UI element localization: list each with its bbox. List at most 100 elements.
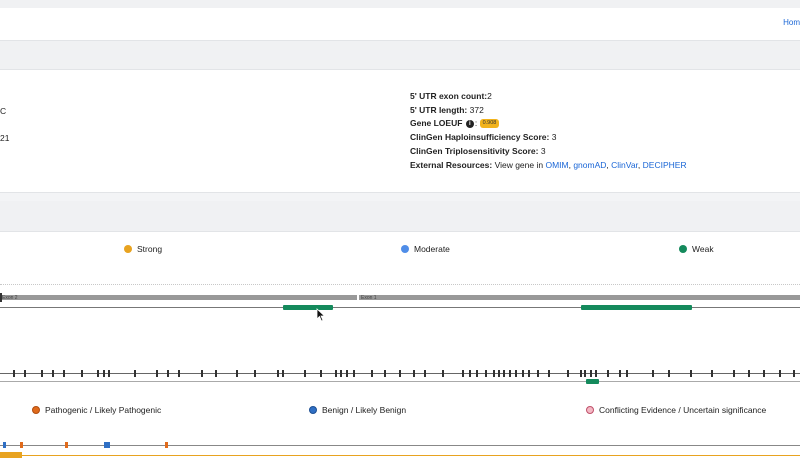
legend-pathogenic-label: Pathogenic / Likely Pathogenic <box>45 405 162 415</box>
variant-tick[interactable] <box>63 370 65 377</box>
variant-tick[interactable] <box>304 370 306 377</box>
variant-tick[interactable] <box>178 370 180 377</box>
legend-conflicting: Conflicting Evidence / Uncertain signifi… <box>586 405 766 415</box>
variant-tick[interactable] <box>584 370 586 377</box>
exon-start-marker <box>0 293 2 302</box>
external-resources-text: View gene in <box>492 160 546 170</box>
variant-tick[interactable] <box>567 370 569 377</box>
variant-tick[interactable] <box>340 370 342 377</box>
gene-info-left-fragment-1: C <box>0 106 7 116</box>
variant-tick[interactable] <box>590 370 592 377</box>
clinvar-link[interactable]: ClinVar <box>611 160 638 170</box>
home-link[interactable]: Hom <box>783 18 800 27</box>
variant-tick[interactable] <box>668 370 670 377</box>
variant-tick[interactable] <box>793 370 795 377</box>
strong-evidence-segment[interactable] <box>0 452 22 458</box>
weak-evidence-region[interactable] <box>581 305 692 310</box>
variant-tick[interactable] <box>652 370 654 377</box>
decipher-link[interactable]: DECIPHER <box>642 160 687 170</box>
variant-tick[interactable] <box>548 370 550 377</box>
exon-1-bar[interactable] <box>359 295 800 300</box>
variant-tick[interactable] <box>97 370 99 377</box>
variant-tick[interactable] <box>580 370 582 377</box>
variant-tick[interactable] <box>156 370 158 377</box>
variant-tick[interactable] <box>469 370 471 377</box>
variant-tick[interactable] <box>485 370 487 377</box>
exon-2-bar[interactable] <box>0 295 357 300</box>
variant-tick[interactable] <box>493 370 495 377</box>
variant-tick[interactable] <box>462 370 464 377</box>
variant-tick[interactable] <box>498 370 500 377</box>
clinvar-variant-mark[interactable] <box>104 442 107 448</box>
clinvar-variant-mark[interactable] <box>165 442 168 448</box>
variant-tick[interactable] <box>41 370 43 377</box>
loeuf-row: Gene LOEUF i: 0.908 <box>410 118 500 129</box>
variant-tick[interactable] <box>134 370 136 377</box>
moderate-dot-icon <box>401 245 409 253</box>
variant-tick[interactable] <box>779 370 781 377</box>
clinvar-variant-mark[interactable] <box>107 442 110 448</box>
variant-tick[interactable] <box>442 370 444 377</box>
secondary-track-line <box>0 381 800 382</box>
variant-tick[interactable] <box>371 370 373 377</box>
variant-tick[interactable] <box>595 370 597 377</box>
separator: , <box>568 160 574 170</box>
variant-tick[interactable] <box>353 370 355 377</box>
utr5-exon-count-value: 2 <box>487 91 492 101</box>
variant-tick[interactable] <box>748 370 750 377</box>
mouse-cursor-icon <box>316 308 326 322</box>
variant-tick[interactable] <box>167 370 169 377</box>
variant-tick[interactable] <box>399 370 401 377</box>
omim-link[interactable]: OMIM <box>545 160 569 170</box>
variant-tick[interactable] <box>320 370 322 377</box>
info-icon[interactable]: i <box>465 119 474 128</box>
variant-tick[interactable] <box>254 370 256 377</box>
variant-tick[interactable] <box>607 370 609 377</box>
variant-tick[interactable] <box>215 370 217 377</box>
legend-weak-label: Weak <box>692 244 714 254</box>
variant-tick[interactable] <box>522 370 524 377</box>
variant-tick[interactable] <box>201 370 203 377</box>
legend-benign: Benign / Likely Benign <box>309 405 406 415</box>
variant-tick[interactable] <box>763 370 765 377</box>
weak-evidence-region[interactable] <box>283 305 333 310</box>
variant-tick[interactable] <box>619 370 621 377</box>
transcript-line <box>0 307 800 308</box>
variant-tick[interactable] <box>24 370 26 377</box>
variant-tick[interactable] <box>413 370 415 377</box>
variant-tick[interactable] <box>277 370 279 377</box>
legend-strong-label: Strong <box>137 244 163 254</box>
haplo-value: 3 <box>549 132 557 142</box>
variant-tick[interactable] <box>528 370 530 377</box>
variant-tick[interactable] <box>103 370 105 377</box>
variant-tick[interactable] <box>335 370 337 377</box>
clinvar-variant-mark[interactable] <box>65 442 68 448</box>
variant-tick[interactable] <box>282 370 284 377</box>
separator: , <box>606 160 612 170</box>
variant-tick[interactable] <box>711 370 713 377</box>
exon-1-label: Exon 1 <box>361 295 377 301</box>
variant-tick[interactable] <box>509 370 511 377</box>
clinvar-variant-mark[interactable] <box>20 442 23 448</box>
legend-strong: Strong <box>124 244 162 254</box>
exon-2-label: Exon 2 <box>2 295 18 301</box>
variant-tick[interactable] <box>384 370 386 377</box>
variant-tick[interactable] <box>108 370 110 377</box>
weak-evidence-segment[interactable] <box>586 379 599 384</box>
variant-tick[interactable] <box>236 370 238 377</box>
variant-tick[interactable] <box>346 370 348 377</box>
variant-tick[interactable] <box>424 370 426 377</box>
gnomad-link[interactable]: gnomAD <box>573 160 607 170</box>
variant-tick[interactable] <box>690 370 692 377</box>
clinvar-variant-mark[interactable] <box>3 442 6 448</box>
variant-tick[interactable] <box>52 370 54 377</box>
external-resources-label: External Resources: <box>410 160 493 170</box>
variant-tick[interactable] <box>13 370 15 377</box>
variant-tick[interactable] <box>515 370 517 377</box>
variant-tick[interactable] <box>503 370 505 377</box>
variant-tick[interactable] <box>626 370 628 377</box>
variant-tick[interactable] <box>81 370 83 377</box>
variant-tick[interactable] <box>476 370 478 377</box>
variant-tick[interactable] <box>733 370 735 377</box>
variant-tick[interactable] <box>537 370 539 377</box>
